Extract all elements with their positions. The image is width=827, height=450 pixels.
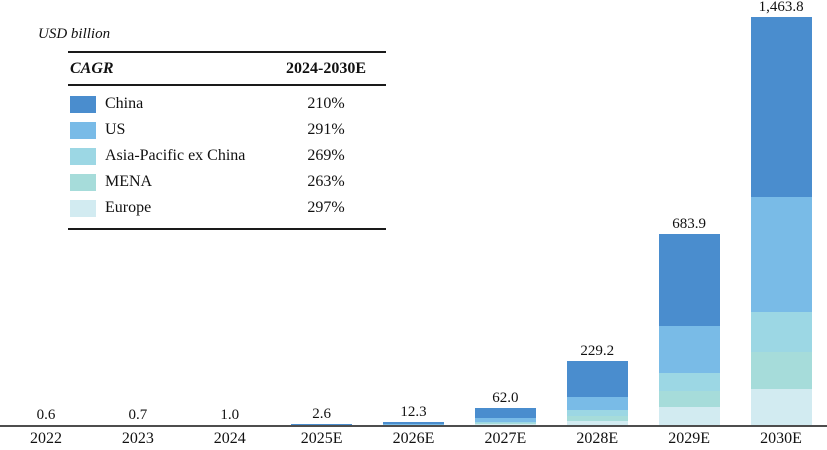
- legend-row-us: US 291%: [68, 117, 386, 143]
- legend-cagr-value-europe: 297%: [307, 199, 345, 216]
- cagr-header-period: 2024-2030E: [286, 60, 366, 77]
- bar-2027E: [474, 407, 536, 425]
- bar-segment-us: [474, 418, 536, 422]
- unit-label: USD billion: [38, 26, 111, 42]
- legend-swatch-apac: [70, 147, 96, 165]
- bar-segment-us: [750, 196, 812, 312]
- bar-segment-us: [566, 396, 628, 410]
- bar-segment-mena: [658, 390, 720, 408]
- bar-value-label-2022: 0.6: [36, 406, 56, 423]
- bar-2026E: [383, 421, 444, 425]
- bar-segment-china: [658, 234, 720, 327]
- legend-panel: USD billion CAGR 2024-2030E China 210% US 2…: [38, 26, 388, 230]
- bar-value-label-2029E: 683.9: [672, 216, 707, 233]
- bar-segment-china: [750, 17, 812, 197]
- legend-label-apac: Asia-Pacific ex China: [105, 147, 246, 164]
- bar-segment-china: [566, 361, 628, 397]
- bar-segment-mena: [750, 351, 812, 390]
- bar-slot-2030E: 1,463.8: [735, 0, 827, 425]
- bar-value-label-2027E: 62.0: [492, 389, 519, 406]
- bar-slot-2028E: 229.2: [551, 343, 643, 425]
- legend-cagr-value-apac: 269%: [307, 147, 345, 164]
- bar-segment-us: [658, 326, 720, 374]
- bar-slot-2025E: 2.6: [276, 406, 368, 425]
- bar-slot-2022: 0.6: [0, 407, 92, 425]
- bar-slot-2029E: 683.9: [643, 216, 735, 425]
- x-axis-label-2025E: 2025E: [300, 430, 343, 447]
- bar-segment-europe: [474, 424, 536, 425]
- bar-value-label-2024: 1.0: [220, 406, 240, 423]
- bar-slot-2024: 1.0: [184, 407, 276, 425]
- legend-label-us: US: [105, 121, 126, 138]
- x-axis-label-2026E: 2026E: [392, 430, 435, 447]
- x-axis-label-2024: 2024: [213, 430, 246, 447]
- bar-segment-europe: [658, 407, 720, 425]
- cagr-table-header: CAGR 2024-2030E: [68, 53, 386, 86]
- legend-label-mena: MENA: [105, 173, 153, 190]
- legend-swatch-us: [70, 121, 96, 139]
- bar-segment-europe: [566, 421, 628, 425]
- legend-label-europe: Europe: [105, 199, 152, 216]
- cagr-header-label: CAGR: [70, 60, 114, 77]
- cagr-table-rows: China 210% US 291% Asia-Pacific ex China 269%…: [68, 86, 386, 230]
- bar-slot-2026E: 12.3: [368, 404, 460, 425]
- bar-slot-2027E: 62.0: [459, 390, 551, 425]
- x-axis-label-2028E: 2028E: [576, 430, 619, 447]
- x-axis-label-2029E: 2029E: [668, 430, 711, 447]
- bar-value-label-2030E: 1,463.8: [758, 0, 804, 16]
- bar-segment-china: [474, 407, 536, 419]
- bar-2030E: [750, 17, 812, 425]
- bar-segment-europe: [750, 389, 812, 425]
- bar-segment-apac: [566, 409, 628, 417]
- legend-row-china: China 210%: [68, 91, 386, 117]
- x-axis-label-2030E: 2030E: [760, 430, 802, 447]
- x-axis-labels: 2022 2023 2024 2025E 2026E 2027E 2028E 2029E 203…: [0, 430, 827, 448]
- legend-cagr-value-mena: 263%: [307, 173, 345, 190]
- plot-area: 0.6 0.7 1.0 2.6 12.3 62.0 229.2 683.9 1,463.8: [0, 0, 827, 425]
- bar-segment-apac: [658, 373, 720, 391]
- bar-value-label-2023: 0.7: [128, 406, 148, 423]
- bar-segment-mena: [566, 416, 628, 422]
- legend-swatch-china: [70, 95, 96, 113]
- bar-2028E: [566, 361, 628, 425]
- x-axis-label-2023: 2023: [121, 430, 154, 447]
- legend-row-europe: Europe 297%: [68, 195, 386, 221]
- bar-segment-china: [383, 421, 444, 425]
- legend-label-china: China: [105, 95, 144, 112]
- bar-value-label-2028E: 229.2: [580, 343, 615, 360]
- bar-2025E: [291, 424, 353, 425]
- x-axis-line: [0, 425, 827, 427]
- legend-swatch-europe: [70, 199, 96, 217]
- legend-cagr-value-china: 210%: [307, 95, 345, 112]
- bar-value-label-2025E: 2.6: [312, 406, 331, 423]
- legend-swatch-mena: [70, 173, 96, 191]
- x-axis-label-2022: 2022: [29, 430, 62, 447]
- bar-2029E: [658, 234, 720, 425]
- legend-row-apac: Asia-Pacific ex China 269%: [68, 143, 386, 169]
- legend-cagr-value-us: 291%: [307, 121, 345, 138]
- bar-slot-2023: 0.7: [92, 407, 184, 425]
- bar-segment-mena: [474, 422, 536, 425]
- bar-segment-apac: [750, 311, 812, 352]
- cagr-legend-table: CAGR 2024-2030E China 210% US 291% Asia-Paci…: [68, 51, 386, 230]
- legend-row-mena: MENA 263%: [68, 169, 386, 195]
- bar-value-label-2026E: 12.3: [400, 403, 427, 420]
- bar-segment-apac: [474, 421, 536, 423]
- x-axis-label-2027E: 2027E: [484, 430, 527, 447]
